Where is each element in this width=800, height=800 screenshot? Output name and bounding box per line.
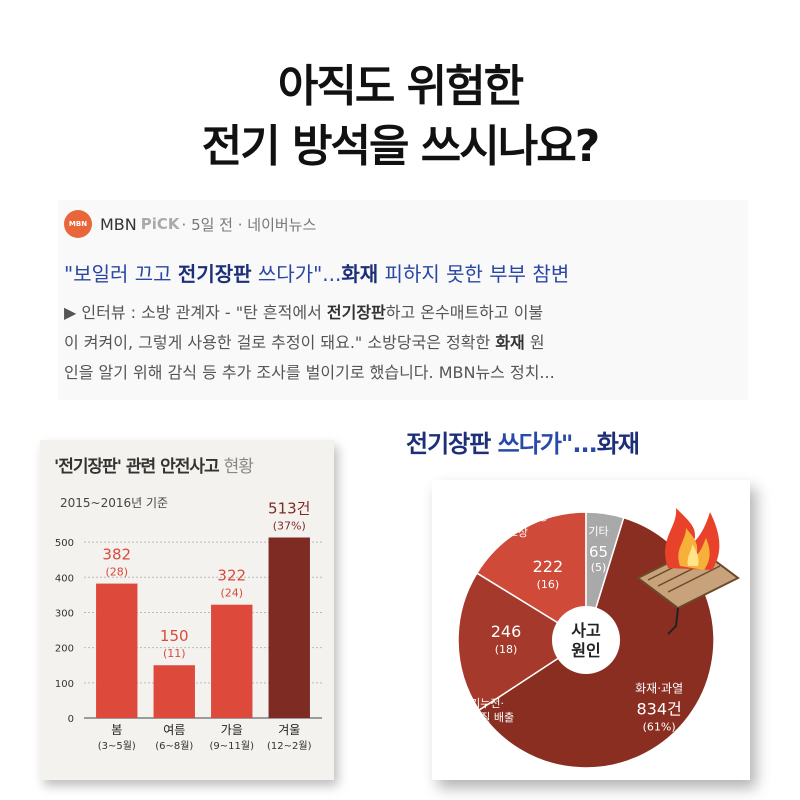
headline-line-2: 전기 방석을 쓰시나요?: [201, 121, 600, 172]
body-l2b: 화재: [495, 333, 525, 352]
bar-ytick-label: 100: [55, 679, 74, 690]
bar-chart-title-main: '전기장판' 관련 안전사고: [54, 457, 220, 477]
bar-ytick-label: 300: [55, 608, 74, 619]
article-excerpt: ▶ 인터뷰 : 소방 관계자 - "탄 흔적에서 전기장판하고 온수매트하고 이…: [64, 298, 748, 388]
bar-pct-label: (37%): [273, 520, 306, 533]
donut-slice-value: 222: [533, 557, 564, 576]
article-title-link[interactable]: "보일러 끄고 전기장판 쓰다가"...화재 피하지 못한 부부 참변: [64, 258, 569, 287]
bar-category-sub-label: (9~11월): [210, 740, 255, 752]
source-meta: · 5일 전 · 네이버뉴스: [181, 215, 317, 234]
donut-slice-pct: (5): [591, 561, 607, 574]
bar-category-label: 봄: [111, 723, 122, 737]
bar-category-label: 가을: [221, 723, 243, 737]
donut-slice-pct: (61%): [643, 720, 676, 733]
right-headline-b: 쓰다가"...: [490, 430, 598, 458]
bar-chart-subtitle: 2015~2016년 기준: [60, 496, 169, 510]
bar-pct-label: (24): [220, 587, 243, 600]
bar-category-sub-label: (12~2월): [267, 740, 312, 752]
bar-ytick-label: 0: [68, 714, 74, 725]
body-l1b: 전기장판: [326, 303, 386, 322]
bar-1: [96, 583, 138, 718]
bar-value-label: 150: [160, 627, 189, 645]
donut-slice-value: 246: [491, 622, 522, 641]
donut-slice-defect: [475, 511, 587, 642]
source-name[interactable]: MBN: [100, 214, 137, 234]
title-bold-1: 전기장판: [177, 262, 252, 286]
headline-line-1: 아직도 위험한: [277, 61, 524, 112]
donut-slice-name: 화재·과열: [635, 681, 683, 695]
body-l2a: 이 켜켜이, 그렇게 사용한 걸로 추정이 돼요." 소방당국은 정확한: [64, 333, 496, 352]
news-source: MBN MBN PiCK · 5일 전 · 네이버뉴스: [64, 210, 316, 238]
bar-2: [153, 665, 195, 718]
title-suffix: 피하지 못한 부부 참변: [378, 262, 570, 286]
donut-slice-value: 65: [589, 543, 608, 561]
bar-chart-plot: 0 100 200 300 400 500 382 (28) 봄 (3~5월) 150 (11) 여름 (…: [55, 500, 322, 752]
burning-heater-icon: [636, 508, 740, 635]
body-l1c: 하고 온수매트하고 이불: [385, 303, 544, 322]
donut-slice-name: 화학물질 배출: [450, 711, 514, 724]
bar-pct-label: (11): [163, 647, 186, 660]
bar-value-label: 382: [102, 546, 131, 564]
bar-ytick-label: 200: [55, 644, 74, 655]
right-headline-a: 전기장판: [406, 430, 491, 458]
donut-slice-pct: (18): [495, 643, 518, 656]
donut-slice-name: 제품 불량·: [504, 510, 551, 523]
bar-value-label: 513건: [268, 500, 310, 518]
title-mid: 쓰다가"...: [251, 262, 342, 286]
bar-3: [211, 604, 253, 718]
mbn-logo-icon: MBN: [64, 210, 92, 238]
donut-slice-name: 기타: [588, 525, 608, 538]
title-bold-2: 화재: [341, 262, 379, 286]
donut-slice-name: 전기누전·: [460, 697, 504, 710]
right-headline-c: 화재: [596, 430, 640, 458]
body-l1a: ▶ 인터뷰 : 소방 관계자 - "탄 흔적에서: [64, 303, 327, 322]
bar-4: [268, 537, 310, 718]
seasonal-bar-chart: '전기장판' 관련 안전사고 현황 2015~2016년 기준 0 100 200 3…: [40, 440, 334, 780]
donut-center-label: 원인: [571, 641, 600, 660]
donut-center-label: 사고: [571, 621, 601, 640]
body-l2c: 원: [524, 333, 545, 352]
news-snippet: MBN MBN PiCK · 5일 전 · 네이버뉴스 "보일러 끄고 전기장판…: [58, 200, 748, 400]
heater-pad-shape: [667, 607, 679, 635]
donut-center: [552, 606, 620, 674]
bar-ytick-label: 500: [55, 538, 74, 549]
bar-ytick-label: 400: [55, 573, 74, 584]
flame-shape: [687, 544, 699, 566]
title-prefix: "보일러 끄고: [64, 262, 178, 286]
bar-chart-title: '전기장판' 관련 안전사고 현황: [54, 452, 254, 477]
right-headline: 전기장판 쓰다가"...화재: [406, 424, 640, 459]
pick-badge: PiCK: [140, 215, 180, 233]
bar-value-label: 322: [217, 567, 246, 585]
bar-category-label: 여름: [163, 723, 185, 737]
bar-pct-label: (28): [105, 566, 128, 579]
donut-slice-value: 834건: [637, 699, 682, 718]
bar-category-sub-label: (6~8월): [155, 740, 193, 752]
donut-slice-pct: (16): [537, 578, 560, 591]
bar-category-sub-label: (3~5월): [98, 740, 136, 752]
body-l3: 인을 알기 위해 감식 등 추가 조사를 벌이기로 했습니다. MBN뉴스 정치…: [64, 363, 555, 382]
bar-chart-title-suffix: 현황: [223, 457, 254, 477]
donut-slice-leak: [457, 572, 588, 712]
donut-slice-name: 고장: [508, 526, 528, 539]
bar-category-label: 겨울: [278, 723, 300, 737]
